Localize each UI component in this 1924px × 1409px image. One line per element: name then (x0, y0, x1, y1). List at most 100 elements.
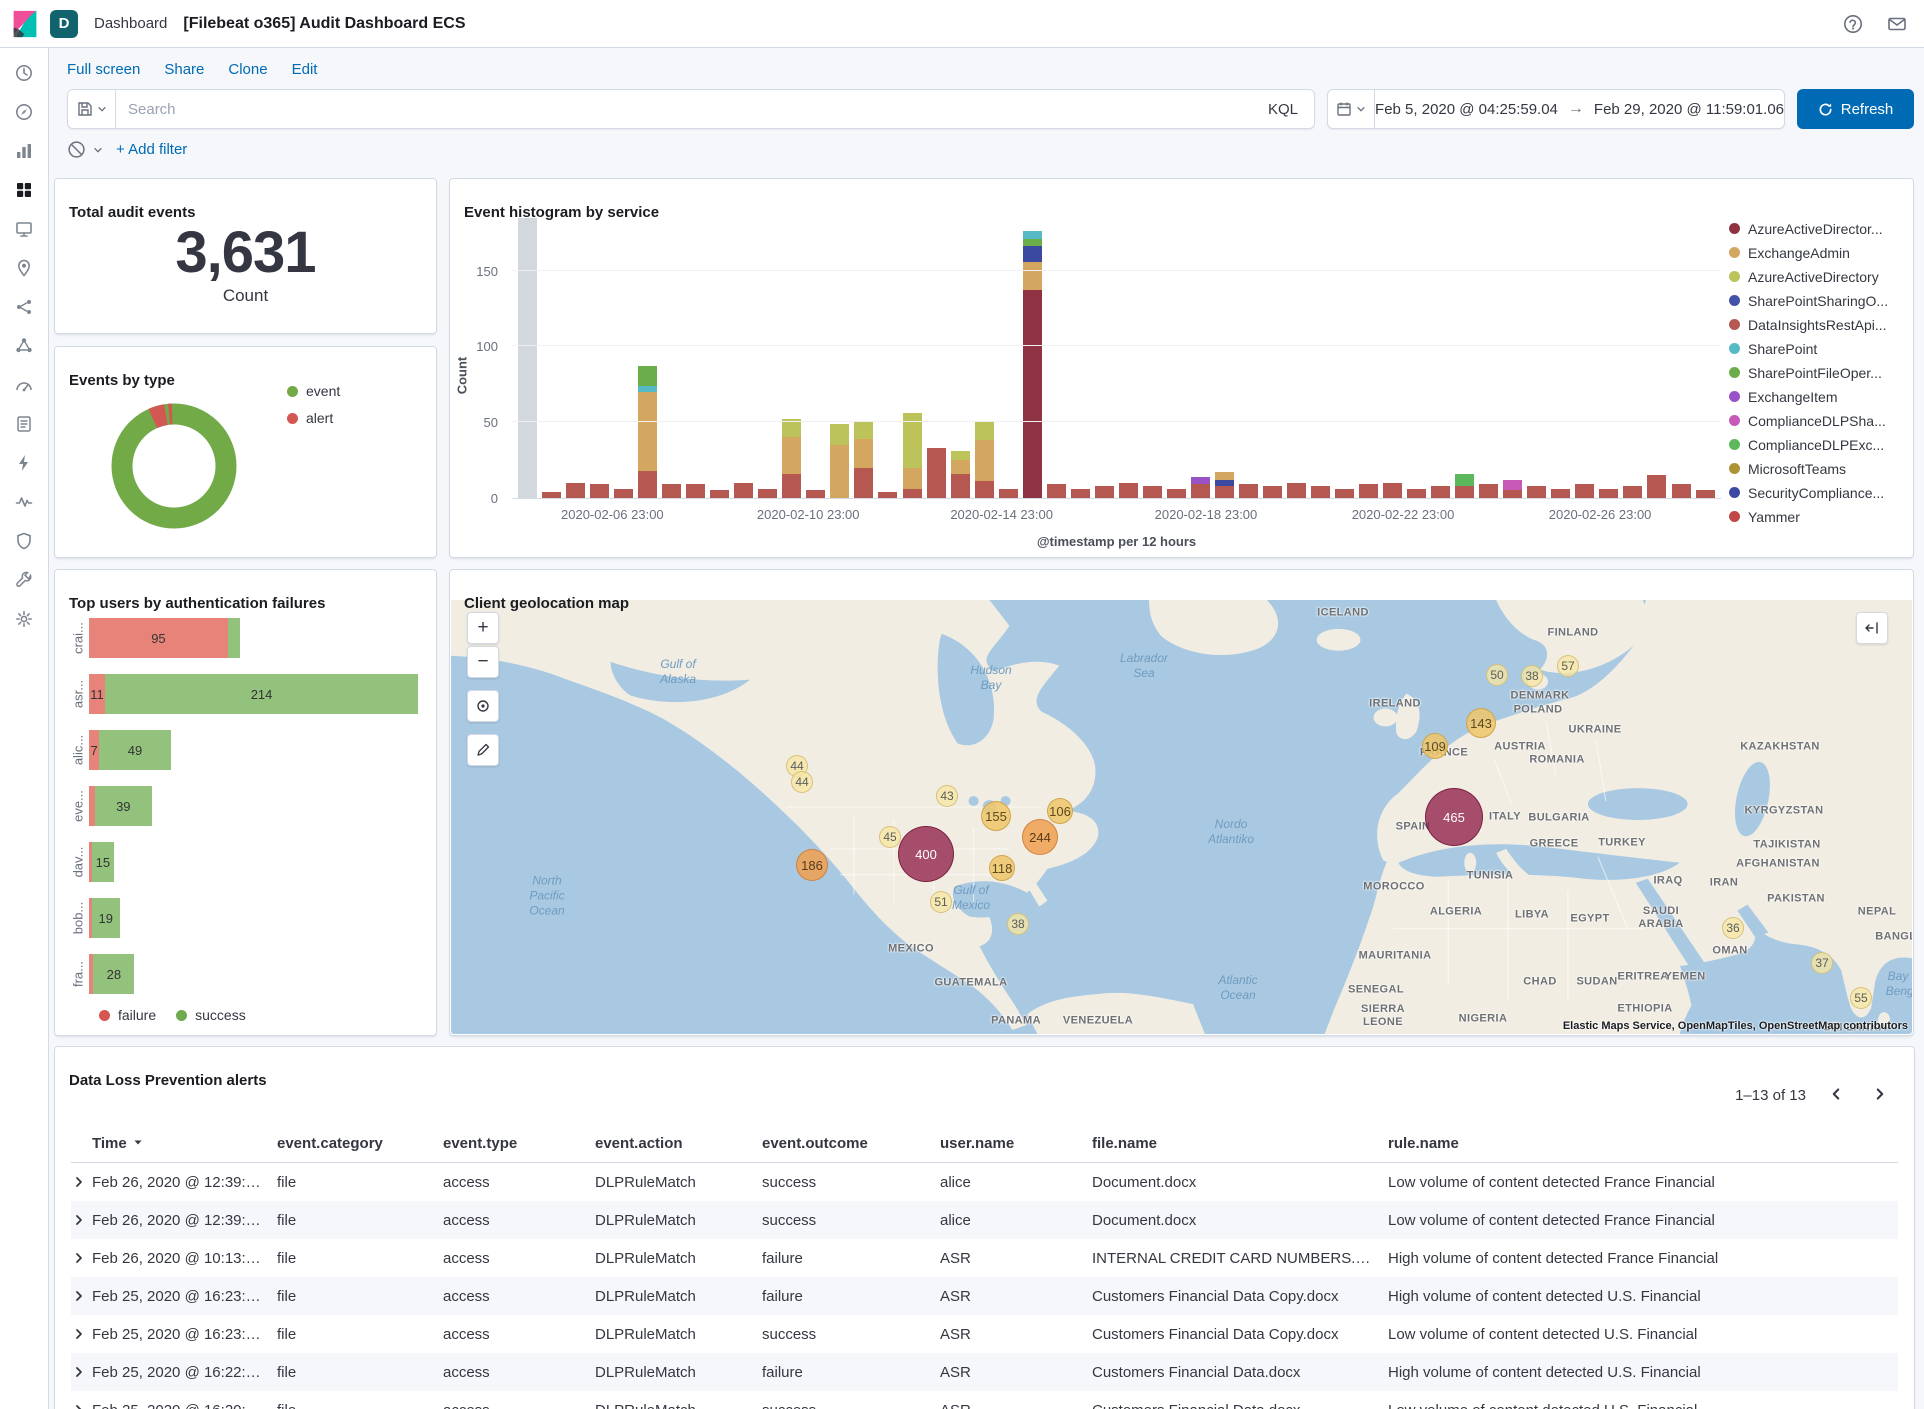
legend-item[interactable]: ComplianceDLPSha... (1729, 411, 1901, 430)
histogram-bar[interactable] (1431, 485, 1451, 498)
expand-row-button[interactable] (71, 1402, 87, 1409)
histogram-bar[interactable] (1022, 231, 1042, 498)
column-header-event-category[interactable]: event.category (277, 1135, 443, 1152)
legend-item[interactable]: AzureActiveDirector... (1729, 219, 1901, 238)
map-canvas[interactable]: ICELAND FINLAND DENMARK IRELAND POLAND UKRAIN… (451, 600, 1912, 1034)
legend-item[interactable]: AzureActiveDirectory (1729, 267, 1901, 286)
chevron-down-icon[interactable] (93, 145, 103, 155)
histogram-bar[interactable] (1527, 485, 1547, 498)
histogram-bar[interactable] (902, 413, 922, 498)
legend-item[interactable]: ExchangeItem (1729, 387, 1901, 406)
failure-bar-segment[interactable] (89, 954, 94, 994)
breadcrumb-dashboard[interactable]: Dashboard (94, 15, 168, 32)
sidebar-item-recently-viewed-icon[interactable] (9, 58, 39, 88)
histogram-bar[interactable] (1214, 472, 1234, 498)
histogram-bar[interactable] (1671, 484, 1691, 498)
histogram-bar[interactable] (1359, 484, 1379, 498)
sidebar-item-graph-icon[interactable] (9, 331, 39, 361)
global-filter-icon[interactable] (67, 140, 86, 159)
expand-row-button[interactable] (71, 1326, 87, 1342)
legend-item[interactable]: SharePointSharingO... (1729, 291, 1901, 310)
sidebar-item-dashboard-icon[interactable] (9, 175, 39, 205)
histogram-bar[interactable] (710, 490, 730, 498)
failure-bar-segment[interactable] (89, 898, 92, 938)
map-bubble[interactable]: 55 (1850, 987, 1872, 1009)
table-row[interactable]: Feb 25, 2020 @ 16:22:22.000 file access DLP… (71, 1353, 1898, 1391)
legend-item[interactable]: SharePoint (1729, 339, 1901, 358)
dash-action-share[interactable]: Share (164, 61, 205, 78)
map-bubble[interactable]: 400 (898, 826, 954, 882)
legend-item[interactable]: SharePointFileOper... (1729, 363, 1901, 382)
kql-button[interactable]: KQL (1267, 100, 1298, 118)
histogram-bar[interactable] (998, 488, 1018, 498)
histogram-bar[interactable] (1118, 482, 1138, 498)
panel-title[interactable]: Top users by authentication failures (69, 595, 326, 612)
sidebar-item-discover-icon[interactable] (9, 97, 39, 127)
legend-item[interactable]: alert (287, 410, 340, 426)
success-bar-segment[interactable]: 214 (105, 674, 418, 714)
histogram-bar[interactable] (1623, 485, 1643, 498)
column-header-rule-name[interactable]: rule.name (1388, 1135, 1898, 1152)
column-header-event-type[interactable]: event.type (443, 1135, 595, 1152)
sidebar-item-dev-tools-icon[interactable] (9, 565, 39, 595)
draw-tool-button[interactable] (467, 734, 499, 766)
sidebar-item-apm-icon[interactable] (9, 448, 39, 478)
table-row[interactable]: Feb 25, 2020 @ 16:23:39.000 file access DLP… (71, 1315, 1898, 1353)
map-bubble[interactable]: 44 (791, 771, 813, 793)
search-input[interactable] (116, 100, 1252, 118)
histogram-bar[interactable] (1647, 475, 1667, 498)
map-bubble[interactable]: 465 (1425, 788, 1483, 846)
table-row[interactable]: Feb 25, 2020 @ 16:23:39.000 file access DLP… (71, 1277, 1898, 1315)
histogram-bar[interactable] (1070, 488, 1090, 498)
sidebar-item-uptime-icon[interactable] (9, 487, 39, 517)
table-row[interactable]: Feb 25, 2020 @ 16:20:15.000fileaccessDLP… (71, 1391, 1898, 1409)
mail-icon[interactable] (1886, 13, 1908, 35)
map-bubble[interactable]: 109 (1422, 733, 1448, 759)
date-end[interactable]: Feb 29, 2020 @ 11:59:01.06 (1593, 100, 1784, 118)
dash-action-full-screen[interactable]: Full screen (67, 61, 141, 78)
map-bubble[interactable]: 38 (1007, 913, 1029, 935)
add-filter-button[interactable]: + Add filter (116, 141, 188, 158)
sidebar-item-machine-learning-icon[interactable] (9, 292, 39, 322)
histogram-bar[interactable] (1311, 485, 1331, 498)
legend-item[interactable]: Yammer (1729, 507, 1901, 526)
histogram-bar[interactable] (830, 423, 850, 498)
column-header-event-outcome[interactable]: event.outcome (762, 1135, 940, 1152)
map-bubble[interactable]: 106 (1047, 798, 1073, 824)
sidebar-item-logs-icon[interactable] (9, 409, 39, 439)
map-bubble[interactable]: 37 (1811, 952, 1833, 974)
map-bubble[interactable]: 186 (796, 849, 828, 881)
legend-item[interactable]: MicrosoftTeams (1729, 459, 1901, 478)
zoom-in-button[interactable]: + (467, 612, 499, 644)
map-bubble[interactable]: 118 (989, 855, 1015, 881)
refresh-button[interactable]: Refresh (1797, 89, 1914, 129)
failure-bar-segment[interactable]: 95 (89, 618, 228, 658)
column-header-file-name[interactable]: file.name (1092, 1135, 1388, 1152)
previous-page-button[interactable] (1822, 1081, 1850, 1109)
map-bubble[interactable]: 244 (1022, 819, 1058, 855)
histogram-bar[interactable] (1551, 488, 1571, 498)
success-bar-segment[interactable] (227, 618, 240, 658)
success-bar-segment[interactable]: 28 (93, 954, 135, 994)
success-bar-segment[interactable]: 49 (99, 730, 171, 770)
column-header-time[interactable]: Time (92, 1135, 277, 1152)
dash-action-edit[interactable]: Edit (291, 61, 318, 78)
failure-bar-segment[interactable]: 7 (89, 730, 100, 770)
fit-bounds-button[interactable] (467, 690, 499, 722)
legend-item[interactable]: SecurityCompliance... (1729, 483, 1901, 502)
next-page-button[interactable] (1866, 1081, 1894, 1109)
histogram-bar[interactable] (1335, 488, 1355, 498)
histogram-bar[interactable] (1479, 484, 1499, 498)
histogram-bar[interactable] (782, 419, 802, 498)
newsfeed-icon[interactable] (1842, 13, 1864, 35)
map-bubble[interactable]: 143 (1466, 708, 1496, 738)
histogram-bar[interactable] (1287, 482, 1306, 498)
expand-row-button[interactable] (71, 1364, 87, 1380)
histogram-bar[interactable] (734, 482, 754, 498)
histogram-bar[interactable] (1166, 488, 1186, 498)
map-bubble[interactable]: 36 (1722, 917, 1744, 939)
saved-query-button[interactable] (68, 90, 116, 128)
map-legend-toggle-button[interactable] (1856, 612, 1888, 644)
panel-title[interactable]: Event histogram by service (464, 204, 660, 221)
histogram-bar[interactable] (1238, 484, 1258, 498)
